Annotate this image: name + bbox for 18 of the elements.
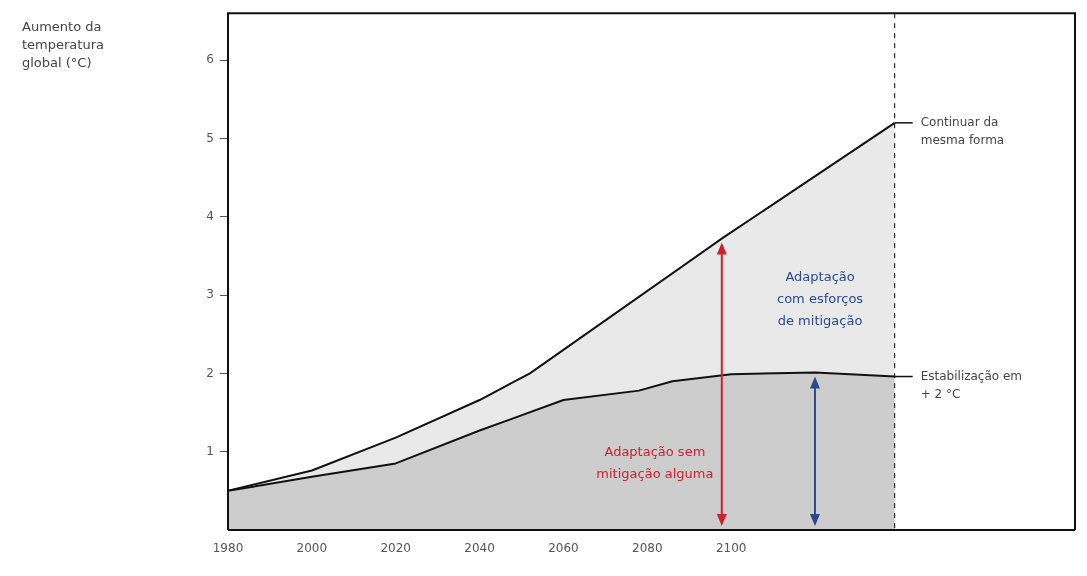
x-tick-label: 2020	[380, 541, 411, 556]
y-tick-label: 3	[206, 287, 214, 302]
y-tick-label: 4	[206, 208, 214, 223]
x-tick-label: 2000	[296, 541, 328, 556]
x-tick-label: 2080	[632, 541, 663, 556]
x-tick-label: 2100	[715, 541, 747, 556]
y-tick-label: 1	[206, 443, 214, 458]
legend-label: Estabilização em + 2 °C	[920, 368, 1023, 401]
x-tick-label: 2040	[464, 541, 495, 556]
legend-label: Continuar da mesma forma	[920, 114, 1005, 147]
annotation: Adaptação com esforços de mitigação	[776, 268, 864, 328]
x-tick-label: 1980	[212, 541, 244, 556]
y-tick-label: 5	[206, 130, 214, 145]
y-tick-label: 6	[206, 52, 214, 67]
annotation: Adaptação sem mitigação alguma	[596, 443, 714, 481]
text: Aumento da temperatura global (°C)	[22, 18, 104, 72]
y-tick-label: 2	[206, 365, 214, 380]
x-tick-label: 2060	[548, 541, 579, 556]
